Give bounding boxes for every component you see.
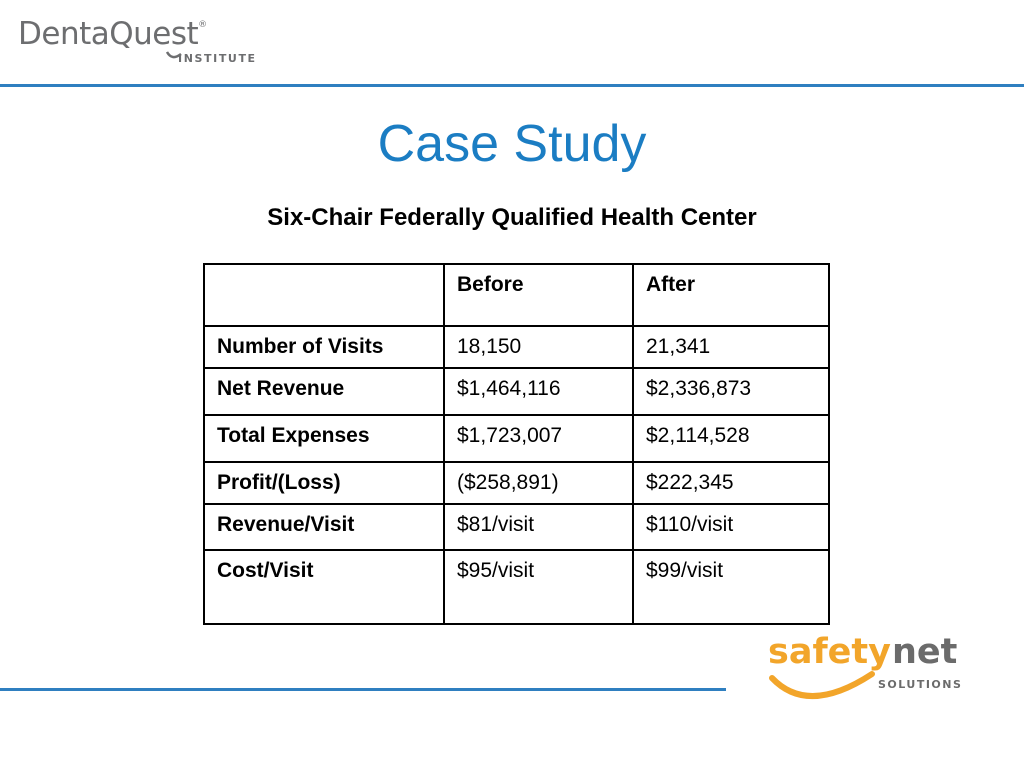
- row-label: Revenue/Visit: [203, 503, 445, 551]
- table-row: Profit/(Loss) ($258,891) $222,345: [203, 461, 830, 505]
- row-label: Number of Visits: [203, 325, 445, 369]
- logo-word-safety: safety: [768, 632, 891, 672]
- after-value: $222,345: [632, 461, 830, 505]
- after-value: $99/visit: [632, 549, 830, 625]
- after-value: $2,114,528: [632, 414, 830, 463]
- footer-divider: [0, 688, 726, 691]
- before-value: $1,464,116: [443, 367, 634, 416]
- orange-swoosh-icon: [769, 671, 875, 700]
- swoosh-icon: [166, 51, 182, 59]
- logo-word-net: net: [892, 632, 958, 672]
- header-cell-before: Before: [443, 263, 634, 327]
- table-row: Total Expenses $1,723,007 $2,114,528: [203, 414, 830, 463]
- row-label: Total Expenses: [203, 414, 445, 463]
- row-label: Profit/(Loss): [203, 461, 445, 505]
- header-divider: [0, 84, 1024, 87]
- dentaquest-wordmark: DentaQuest®: [18, 16, 207, 52]
- header-cell-after: After: [632, 263, 830, 327]
- after-value: $110/visit: [632, 503, 830, 551]
- after-value: $2,336,873: [632, 367, 830, 416]
- row-label: Cost/Visit: [203, 549, 445, 625]
- header-cell-blank: [203, 263, 445, 327]
- table-row: Revenue/Visit $81/visit $110/visit: [203, 503, 830, 551]
- page-title: Case Study: [377, 115, 647, 173]
- table-row: Cost/Visit $95/visit $99/visit: [203, 549, 830, 625]
- table-row: Number of Visits 18,150 21,341: [203, 325, 830, 369]
- institute-label: INSTITUTE: [178, 52, 257, 65]
- before-value: $81/visit: [443, 503, 634, 551]
- before-value: $1,723,007: [443, 414, 634, 463]
- row-label: Net Revenue: [203, 367, 445, 416]
- table-row: Net Revenue $1,464,116 $2,336,873: [203, 367, 830, 416]
- table-header-row: Before After: [203, 263, 830, 327]
- before-value: ($258,891): [443, 461, 634, 505]
- before-value: 18,150: [443, 325, 634, 369]
- dentaquest-logo: DentaQuest® INSTITUTE: [18, 14, 278, 70]
- before-value: $95/visit: [443, 549, 634, 625]
- logo-word-solutions: SOLUTIONS: [878, 678, 963, 691]
- case-study-table: Before After Number of Visits 18,150 21,…: [203, 263, 830, 625]
- after-value: 21,341: [632, 325, 830, 369]
- page-subtitle: Six-Chair Federally Qualified Health Cen…: [267, 204, 757, 231]
- safety-net-solutions-logo: safety net SOLUTIONS: [768, 632, 968, 708]
